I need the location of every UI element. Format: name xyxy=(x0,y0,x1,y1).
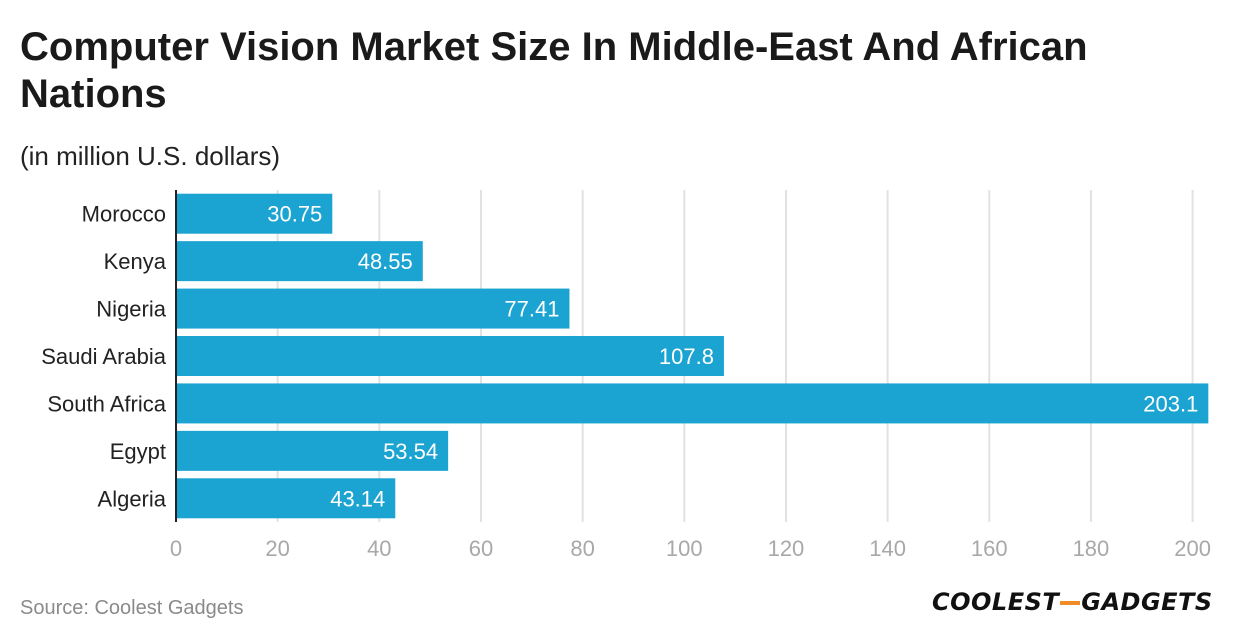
bar xyxy=(176,193,333,234)
x-tick-label: 40 xyxy=(367,536,391,561)
category-label: Algeria xyxy=(98,486,167,511)
bar-value-label: 48.55 xyxy=(358,249,413,274)
category-label: Nigeria xyxy=(96,297,166,322)
bar xyxy=(176,336,724,376)
x-tick-label: 60 xyxy=(469,536,493,561)
x-tick-label: 20 xyxy=(265,536,289,561)
bar xyxy=(176,430,449,471)
x-tick-label: 80 xyxy=(570,536,594,561)
bar-value-label: 53.54 xyxy=(383,439,438,464)
category-label: Saudi Arabia xyxy=(41,344,167,369)
x-tick-label: 200 xyxy=(1174,536,1211,561)
category-label: Kenya xyxy=(104,249,167,274)
bar-value-label: 43.14 xyxy=(330,486,385,511)
bar-value-label: 77.41 xyxy=(504,297,559,322)
bar xyxy=(176,478,396,519)
chart-title: Computer Vision Market Size In Middle-Ea… xyxy=(20,25,1088,116)
x-tick-label: 0 xyxy=(170,536,182,561)
x-tick-label: 100 xyxy=(666,536,703,561)
chart-subtitle: (in million U.S. dollars) xyxy=(20,141,281,171)
bar-value-label: 107.8 xyxy=(659,344,714,369)
x-tick-label: 160 xyxy=(971,536,1008,561)
category-labels: Morocco Kenya Nigeria Saudi Arabia South Afr… xyxy=(41,202,167,512)
category-label: Egypt xyxy=(110,439,166,464)
bars: 30.75 48.55 77.41 107.8 203.1 53.54 43.14 xyxy=(176,193,1209,519)
x-axis-ticks: 0 20 40 60 80 100 120 140 160 180 200 xyxy=(170,536,1211,561)
x-tick-label: 180 xyxy=(1073,536,1110,561)
category-label: South Africa xyxy=(47,391,166,416)
logo-dash xyxy=(1060,601,1081,605)
logo-word-coolest: COOLEST xyxy=(932,588,1060,616)
bar xyxy=(176,383,1209,424)
logo-word-gadgets: GADGETS xyxy=(1081,588,1213,616)
category-label: Morocco xyxy=(82,202,166,227)
source-note: Source: Coolest Gadgets xyxy=(20,597,244,619)
bar-value-label: 203.1 xyxy=(1143,391,1198,416)
bar xyxy=(176,288,570,329)
x-tick-label: 140 xyxy=(869,536,906,561)
bar-value-label: 30.75 xyxy=(267,202,322,227)
x-tick-label: 120 xyxy=(768,536,805,561)
coolest-gadgets-logo: COOLEST GADGETS xyxy=(932,588,1213,616)
bar xyxy=(176,241,423,282)
